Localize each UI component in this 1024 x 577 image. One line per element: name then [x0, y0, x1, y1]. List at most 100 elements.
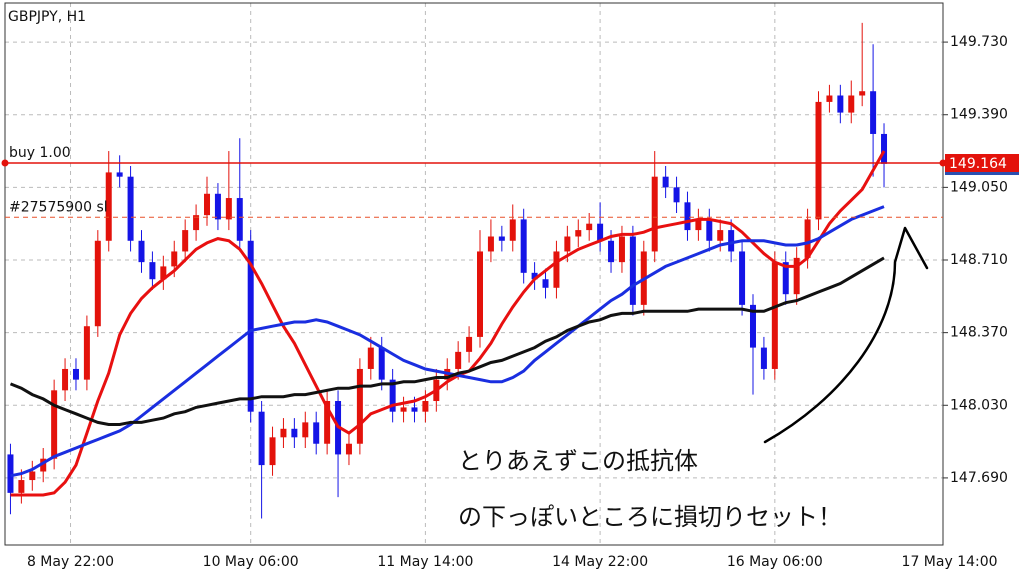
candle-body — [225, 198, 232, 220]
moving-average — [9, 256, 885, 426]
candle-body — [848, 95, 855, 113]
candle-body — [411, 407, 418, 412]
candle-body — [62, 368, 69, 391]
candle-body — [83, 326, 90, 380]
candle-body — [94, 240, 101, 327]
plot-frame — [4, 2, 944, 546]
candle-body — [509, 219, 516, 241]
candle-body — [324, 401, 331, 444]
candle-body — [182, 230, 189, 252]
candle-body — [269, 437, 276, 466]
candle-body — [826, 95, 833, 102]
candle-body — [214, 193, 221, 220]
candle-body — [18, 480, 25, 493]
candle-body — [586, 223, 593, 231]
candle-body — [138, 240, 145, 263]
candle-body — [793, 257, 800, 295]
price-box — [945, 154, 1019, 173]
x-tick-label: 17 May 14:00 — [902, 554, 998, 570]
marks — [7, 22, 888, 519]
x-tick-label: 10 May 06:00 — [203, 554, 299, 570]
annotation: とりあえずこの抵抗体 — [458, 447, 698, 475]
candle-body — [531, 272, 538, 280]
candle-body — [553, 251, 560, 288]
order-dot — [939, 159, 947, 167]
candle-body — [204, 193, 211, 216]
candle-body — [378, 347, 385, 380]
candle-body — [72, 368, 79, 380]
moving-average — [10, 205, 885, 478]
candle-body — [618, 236, 625, 263]
order-dot — [1, 159, 9, 167]
candle-body — [51, 390, 58, 459]
candle-body — [728, 230, 735, 252]
price-label: 149.164 — [949, 156, 1007, 172]
candle-body — [477, 251, 483, 337]
candle-body — [651, 176, 658, 252]
candle-body — [455, 351, 462, 369]
moving-average — [10, 150, 886, 497]
annotation: の下っぽいところに損切りセット！ — [458, 503, 842, 531]
candle-body — [466, 336, 473, 352]
candle-body — [575, 230, 582, 237]
candle-body — [302, 422, 309, 438]
candle-body — [717, 230, 724, 241]
candle-body — [422, 401, 429, 412]
candle-body — [804, 219, 811, 258]
y-tick-label: 148.710 — [950, 252, 1008, 268]
candle-body — [542, 279, 549, 288]
candle-body — [345, 443, 352, 455]
y-tick-label: 148.030 — [950, 397, 1008, 413]
y-tick-label: 149.730 — [950, 34, 1008, 50]
candle-body — [367, 347, 374, 369]
x-tick-label: 14 May 22:00 — [552, 554, 648, 570]
candle-body — [684, 202, 691, 231]
hand-drawn-arrow — [763, 226, 929, 444]
price-box-edge — [945, 172, 1019, 176]
candle-body — [597, 223, 604, 241]
candle-body — [7, 454, 14, 493]
candle-body — [389, 379, 396, 412]
candle-body — [695, 219, 702, 231]
y-tick-label: 149.390 — [950, 107, 1008, 123]
candle-body — [171, 251, 178, 267]
candle-body — [815, 101, 822, 220]
candle-body — [520, 219, 527, 273]
candle-body — [629, 236, 636, 305]
grid — [5, 3, 943, 545]
candle-body — [870, 91, 877, 134]
candle-body — [837, 95, 844, 113]
candle-body — [498, 236, 505, 241]
candle-body — [116, 172, 123, 177]
candle-body — [706, 219, 713, 241]
candle-body — [105, 172, 112, 241]
candle-body — [859, 91, 866, 96]
candle-body — [40, 458, 47, 472]
candle-body — [160, 266, 167, 280]
candle-body — [782, 262, 789, 295]
candle-body — [673, 187, 680, 203]
order-label: buy 1.00 — [9, 145, 71, 161]
candle-body — [280, 428, 287, 438]
candle-body — [881, 133, 888, 164]
candle-body — [400, 407, 407, 412]
candle-body — [236, 198, 243, 241]
order-label: #27575900 sl — [9, 199, 108, 215]
candle-body — [487, 236, 494, 252]
candle-body — [127, 176, 134, 241]
candle-body — [193, 215, 200, 231]
x-tick-label: 8 May 22:00 — [27, 554, 114, 570]
candle-body — [760, 347, 767, 369]
y-tick-label: 147.690 — [950, 470, 1008, 486]
candle-body — [149, 262, 156, 280]
y-tick-label: 148.370 — [950, 325, 1008, 341]
candle-body — [608, 240, 615, 263]
candle-body — [662, 176, 669, 188]
x-tick-label: 11 May 14:00 — [377, 554, 473, 570]
candle-body — [771, 262, 778, 369]
candle-body — [247, 240, 254, 412]
candle-body — [739, 251, 746, 305]
x-tick-label: 16 May 06:00 — [727, 554, 823, 570]
chart-title: GBPJPY, H1 — [8, 9, 86, 25]
